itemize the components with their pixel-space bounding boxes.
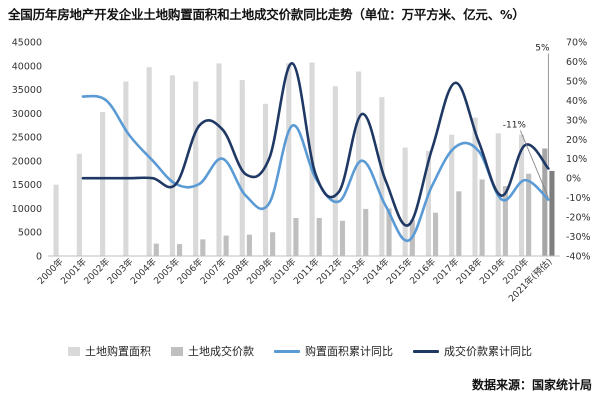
- y-right-tick-label: 70%: [566, 38, 587, 49]
- y-left-tick-label: 30000: [12, 109, 42, 120]
- bar-price-16: [433, 212, 439, 256]
- legend-item-price-bar: 土地成交价款: [171, 343, 254, 359]
- y-left-tick-label: 20000: [12, 156, 42, 167]
- bar-price-7: [223, 235, 229, 256]
- legend-item-area-bar: 土地购置面积: [68, 343, 151, 359]
- bar-price-6: [200, 239, 206, 256]
- legend-label-price-line: 成交价款累计同比: [444, 345, 532, 358]
- y-right-tick-label: 20%: [566, 135, 587, 146]
- bar-area-9: [262, 103, 269, 256]
- y-right-tick-label: -20%: [566, 213, 591, 224]
- bar-area-10: [286, 63, 292, 257]
- bar-price-14: [386, 208, 392, 256]
- y-right-tick-label: 50%: [566, 76, 587, 87]
- annotation-leader: [519, 130, 549, 198]
- y-left-tick-label: 25000: [12, 133, 42, 144]
- y-right-tick-label: 40%: [566, 96, 587, 107]
- bar-price-11: [316, 217, 322, 256]
- annotation-label: -11%: [503, 121, 527, 131]
- legend-swatch-area-bar: [68, 346, 80, 356]
- legend-item-area-line: 购置面积累计同比: [274, 343, 393, 359]
- legend-item-price-line: 成交价款累计同比: [413, 343, 532, 359]
- y-left-tick-label: 35000: [12, 85, 42, 96]
- bar-area-14: [379, 97, 385, 256]
- y-left-tick-label: 0: [36, 252, 42, 263]
- legend-label-price-bar: 土地成交价款: [188, 345, 254, 358]
- line-price-yoy: [81, 62, 550, 227]
- bar-area-15: [402, 147, 408, 256]
- bar-price-9: [270, 232, 276, 256]
- bar-area-6: [193, 81, 199, 257]
- legend-label-area-line: 购置面积累计同比: [305, 345, 393, 358]
- y-right-tick-label: 10%: [566, 154, 587, 165]
- bar-area-5: [169, 75, 175, 257]
- bar-area-4: [146, 67, 152, 257]
- y-right-tick-label: -10%: [566, 193, 591, 204]
- line-area-yoy: [81, 94, 550, 242]
- legend-swatch-area-line: [274, 349, 300, 353]
- y-right-tick-label: 30%: [566, 115, 587, 126]
- bar-price-5: [177, 244, 183, 256]
- legend-swatch-price-bar: [171, 346, 183, 356]
- y-left-tick-label: 15000: [12, 180, 42, 191]
- data-source: 数据来源：国家统计局: [471, 378, 592, 392]
- bar-area-18: [472, 117, 478, 256]
- bar-area-1: [76, 153, 82, 256]
- bar-price-20: [526, 173, 532, 256]
- bar-area-20: [518, 134, 525, 256]
- bar-price-17: [456, 191, 462, 256]
- bar-price-12: [339, 220, 346, 256]
- bar-price-18: [479, 179, 485, 256]
- y-right-tick-label: 60%: [566, 57, 587, 68]
- bar-price-19: [502, 186, 508, 256]
- y-right-tick-label: -40%: [566, 252, 591, 263]
- legend-label-area-bar: 土地购置面积: [85, 345, 151, 358]
- bar-area-17: [449, 134, 455, 256]
- legend: 土地购置面积 土地成交价款 购置面积累计同比 成交价款累计同比: [68, 343, 532, 359]
- y-left-tick-label: 5000: [18, 228, 42, 239]
- annotation-label: 5%: [535, 43, 550, 53]
- bar-area-21: [542, 148, 548, 256]
- bar-area-12: [332, 86, 338, 256]
- y-left-tick-label: 45000: [12, 38, 42, 49]
- y-right-tick-label: 0%: [566, 174, 581, 185]
- bar-area-0: [53, 184, 59, 256]
- bar-area-2: [100, 111, 106, 256]
- bar-price-10: [293, 217, 299, 256]
- bar-area-16: [425, 150, 431, 256]
- y-left-tick-label: 40000: [12, 61, 42, 72]
- chart-svg: 0 5000 10000 15000 20000 25000 30000 35000 40000…: [12, 38, 591, 305]
- y-right-tick-label: -30%: [566, 232, 591, 243]
- legend-swatch-price-line: [413, 349, 439, 353]
- chart-title: 全国历年房地产开发企业土地购置面积和土地成交价款同比走势（单位：万平方米、亿元、…: [8, 7, 525, 22]
- bar-price-13: [363, 208, 369, 256]
- bar-price-4: [153, 243, 159, 256]
- bar-price-8: [246, 234, 252, 256]
- bar-price-21: [549, 170, 555, 256]
- bar-area-3: [123, 81, 129, 257]
- y-left-tick-label: 10000: [12, 204, 42, 215]
